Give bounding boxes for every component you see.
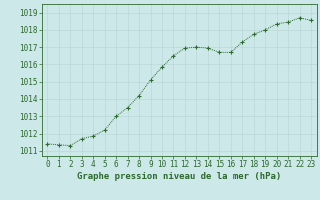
X-axis label: Graphe pression niveau de la mer (hPa): Graphe pression niveau de la mer (hPa) xyxy=(77,172,281,181)
